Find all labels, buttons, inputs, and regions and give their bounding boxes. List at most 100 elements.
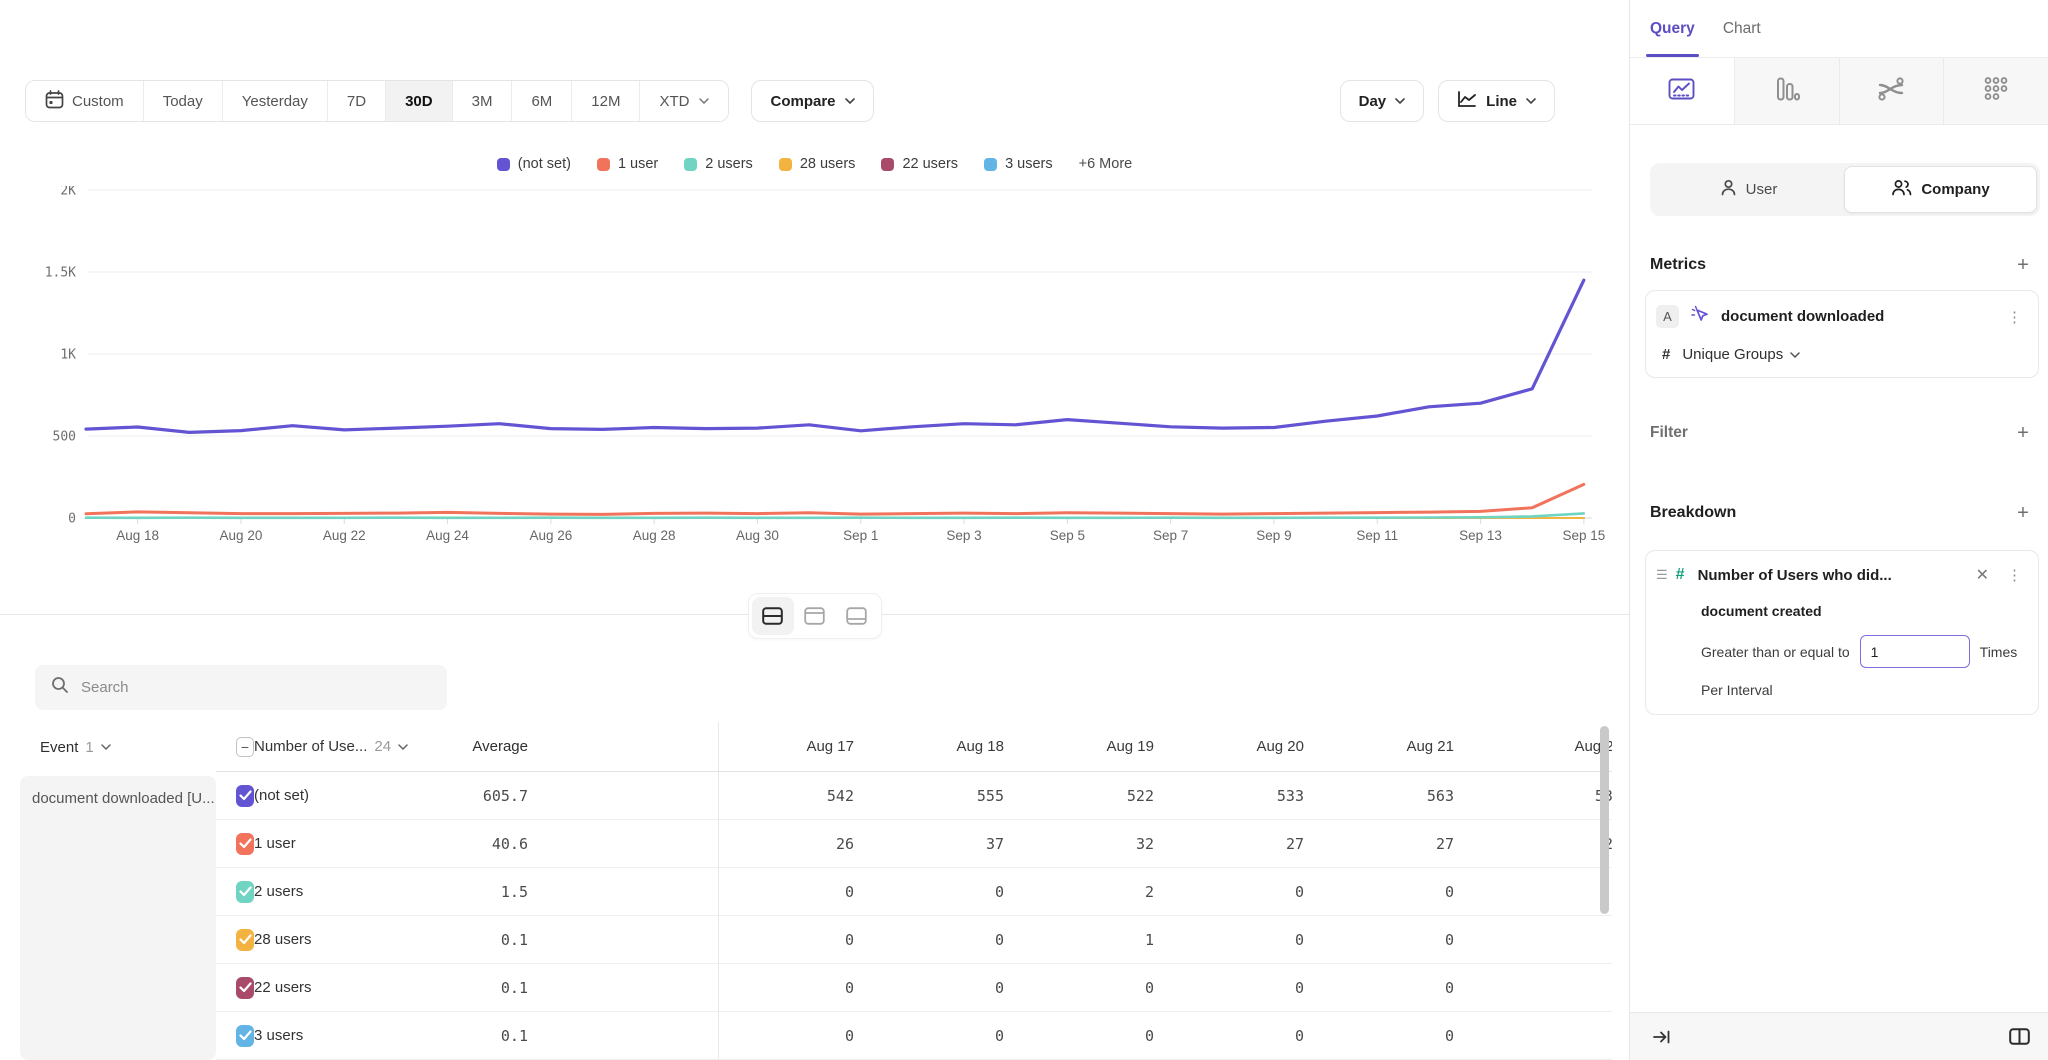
layout-split-button[interactable] bbox=[752, 597, 794, 635]
chevron-down-icon bbox=[398, 744, 408, 750]
chart-type-funnel-button[interactable] bbox=[1944, 58, 2048, 124]
chart-type-button[interactable]: Line bbox=[1438, 80, 1555, 122]
breakdown-name: Number of Users who did... bbox=[1698, 567, 1962, 584]
collapse-panel-icon[interactable] bbox=[1652, 1029, 1671, 1045]
cell-value: 0 bbox=[868, 1027, 1018, 1045]
group-column-header[interactable]: Number of Use... 24 bbox=[254, 738, 412, 755]
metric-menu-button[interactable]: ⋮ bbox=[2003, 308, 2026, 326]
series-checkbox[interactable] bbox=[236, 833, 254, 855]
compare-button[interactable]: Compare bbox=[751, 80, 873, 122]
range-7d[interactable]: 7D bbox=[328, 81, 386, 121]
series-label[interactable]: (not set) bbox=[254, 787, 412, 804]
event-count: 1 bbox=[85, 739, 93, 756]
range-xtd[interactable]: XTD bbox=[640, 81, 728, 121]
table-vertical-scrollbar[interactable] bbox=[1600, 726, 1609, 914]
range-label: Custom bbox=[72, 93, 124, 110]
chevron-down-icon bbox=[845, 98, 855, 104]
series-checkbox[interactable] bbox=[236, 929, 254, 951]
results-table: Event 1 document downloaded [U... − Numb… bbox=[0, 722, 1629, 1060]
x-axis-tick: Sep 13 bbox=[1459, 528, 1502, 543]
cell-value: 0 bbox=[1468, 1027, 1612, 1045]
hash-icon: # bbox=[1662, 346, 1670, 363]
panel-bottom-bar bbox=[1630, 1012, 2048, 1060]
legend-swatch bbox=[881, 158, 894, 171]
series-label[interactable]: 28 users bbox=[254, 931, 412, 948]
entity-toggle: User Company bbox=[1650, 163, 2040, 216]
table-row: (not set)605.7542555522533563537 bbox=[216, 772, 1612, 820]
aggregation-selector[interactable]: Unique Groups bbox=[1682, 346, 1800, 363]
range-yesterday[interactable]: Yesterday bbox=[223, 81, 328, 121]
legend-more-button[interactable]: +6 More bbox=[1079, 156, 1133, 172]
cell-value: 27 bbox=[1318, 835, 1468, 853]
chart-type-line-button[interactable] bbox=[1630, 58, 1735, 124]
chart-canvas[interactable]: 05001K1.5K2KAug 18Aug 20Aug 22Aug 24Aug … bbox=[0, 186, 1629, 561]
layout-chart-only-button[interactable] bbox=[794, 597, 836, 635]
metrics-title: Metrics bbox=[1650, 256, 1706, 274]
y-axis-tick: 1.5K bbox=[45, 266, 76, 281]
series-label[interactable]: 22 users bbox=[254, 979, 412, 996]
series-checkbox[interactable] bbox=[236, 1025, 254, 1047]
chart-type-bar-button[interactable] bbox=[1735, 58, 1840, 124]
add-breakdown-button[interactable]: + bbox=[2012, 502, 2034, 524]
legend-item[interactable]: (not set) bbox=[497, 156, 571, 172]
table-body: (not set)605.75425555225335635371 user40… bbox=[216, 772, 1612, 1060]
interval-button[interactable]: Day bbox=[1340, 80, 1425, 122]
series-label[interactable]: 1 user bbox=[254, 835, 412, 852]
add-filter-button[interactable]: + bbox=[2012, 422, 2034, 444]
search-row bbox=[0, 665, 1629, 710]
table-row: 22 users0.1000000 bbox=[216, 964, 1612, 1012]
tab-query[interactable]: Query bbox=[1650, 0, 1695, 57]
range-12m[interactable]: 12M bbox=[572, 81, 640, 121]
collapse-all-button[interactable]: − bbox=[236, 737, 254, 757]
split-view-icon[interactable] bbox=[2009, 1028, 2030, 1045]
date-column-header: Aug 21 bbox=[1318, 738, 1468, 755]
range-3m[interactable]: 3M bbox=[453, 81, 513, 121]
legend-item[interactable]: 2 users bbox=[684, 156, 753, 172]
series-checkbox[interactable] bbox=[236, 881, 254, 903]
entity-user-button[interactable]: User bbox=[1653, 166, 1844, 213]
range-30d[interactable]: 30D bbox=[386, 81, 453, 121]
range-6m[interactable]: 6M bbox=[512, 81, 572, 121]
entity-company-button[interactable]: Company bbox=[1844, 166, 2037, 213]
range-custom[interactable]: Custom bbox=[26, 81, 144, 121]
chart-legend: (not set) 1 user 2 users 28 users 22 users 3 … bbox=[0, 150, 1629, 178]
series-label[interactable]: 3 users bbox=[254, 1027, 412, 1044]
drag-handle-icon[interactable]: ☰ bbox=[1656, 567, 1668, 583]
metric-aggregation-row: # Unique Groups bbox=[1656, 346, 2026, 363]
legend-swatch bbox=[984, 158, 997, 171]
legend-item[interactable]: 1 user bbox=[597, 156, 658, 172]
legend-item[interactable]: 28 users bbox=[779, 156, 856, 172]
filter-title: Filter bbox=[1650, 424, 1688, 442]
legend-item[interactable]: 22 users bbox=[881, 156, 958, 172]
breakdown-menu-button[interactable]: ⋮ bbox=[2003, 566, 2026, 584]
legend-label: 1 user bbox=[618, 156, 658, 172]
table-row: 2 users1.5002000 bbox=[216, 868, 1612, 916]
range-label: 30D bbox=[405, 93, 433, 110]
legend-item[interactable]: 3 users bbox=[984, 156, 1053, 172]
breakdown-card[interactable]: ☰ # Number of Users who did... ✕ ⋮ docum… bbox=[1645, 550, 2039, 715]
event-list-item[interactable]: document downloaded [U... bbox=[20, 776, 216, 1060]
cell-value: 0 bbox=[1468, 979, 1612, 997]
entity-user-label: User bbox=[1746, 181, 1778, 198]
chart-type-flow-button[interactable] bbox=[1840, 58, 1945, 124]
x-axis-tick: Sep 5 bbox=[1050, 528, 1085, 543]
cell-value: 0 bbox=[1318, 883, 1468, 901]
series-checkbox[interactable] bbox=[236, 977, 254, 999]
layout-table-only-button[interactable] bbox=[836, 597, 878, 635]
event-header-label: Event bbox=[40, 739, 78, 756]
range-label: 3M bbox=[472, 93, 493, 110]
add-metric-button[interactable]: + bbox=[2012, 254, 2034, 276]
toolbar: Custom TodayYesterday7D 30D 3M 6M12MXTD Comp… bbox=[0, 0, 1629, 122]
series-label[interactable]: 2 users bbox=[254, 883, 412, 900]
legend-label: 22 users bbox=[902, 156, 958, 172]
chart-type-selector bbox=[1630, 58, 2048, 125]
tab-chart[interactable]: Chart bbox=[1723, 0, 1761, 57]
range-today[interactable]: Today bbox=[144, 81, 223, 121]
search-input[interactable] bbox=[81, 679, 431, 696]
cell-value: 522 bbox=[1018, 787, 1168, 805]
times-value-input[interactable] bbox=[1860, 635, 1970, 668]
metric-card[interactable]: A document downloaded ⋮ # Unique Groups bbox=[1645, 290, 2039, 378]
event-column-header[interactable]: Event 1 bbox=[0, 722, 216, 772]
remove-breakdown-button[interactable]: ✕ bbox=[1970, 565, 1995, 585]
series-checkbox[interactable] bbox=[236, 785, 254, 807]
